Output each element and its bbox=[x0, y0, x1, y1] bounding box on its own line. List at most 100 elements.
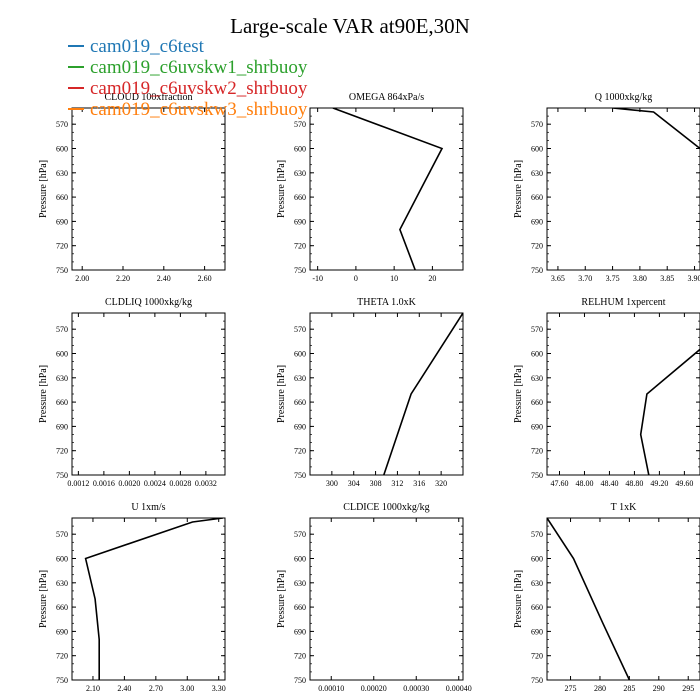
x-tick-label: 3.75 bbox=[606, 274, 620, 283]
x-tick-label: 3.70 bbox=[578, 274, 592, 283]
y-tick-label: 630 bbox=[56, 169, 68, 178]
y-tick-label: 630 bbox=[531, 579, 543, 588]
y-tick-label: 750 bbox=[56, 266, 68, 275]
x-tick-label: 49.60 bbox=[675, 479, 693, 488]
x-tick-label: 3.80 bbox=[633, 274, 647, 283]
legend-label: cam019_c6uvskw2_shrbuoy bbox=[90, 78, 308, 99]
y-axis-label: Pressure [hPa] bbox=[513, 365, 524, 423]
x-tick-label: 290 bbox=[653, 684, 665, 693]
x-tick-label: 0 bbox=[354, 274, 358, 283]
plot-frame bbox=[546, 312, 700, 476]
chart-panel-8: CLDICE 1000xkg/kg 570 600 630 660 690 720 750 0.… bbox=[276, 502, 472, 693]
x-tick-label: 320 bbox=[435, 479, 447, 488]
y-tick-label: 570 bbox=[294, 120, 306, 129]
x-tick-label: 295 bbox=[682, 684, 694, 693]
y-tick-label: 750 bbox=[56, 471, 68, 480]
legend-line-icon bbox=[68, 86, 84, 89]
legend-line-icon bbox=[68, 65, 84, 68]
y-tick-label: 750 bbox=[531, 676, 543, 685]
x-tick-label: 2.00 bbox=[75, 274, 89, 283]
y-axis-label: Pressure [hPa] bbox=[276, 160, 287, 218]
plot-frame bbox=[309, 517, 464, 681]
x-tick-label: 0.00010 bbox=[318, 684, 344, 693]
y-tick-label: 630 bbox=[531, 169, 543, 178]
x-tick-label: 0.00040 bbox=[446, 684, 472, 693]
y-tick-label: 600 bbox=[531, 145, 543, 154]
x-tick-label: 2.40 bbox=[117, 684, 131, 693]
y-tick-label: 750 bbox=[531, 266, 543, 275]
legend-label: cam019_c6uvskw3_shrbuoy bbox=[90, 99, 308, 120]
legend-label: cam019_c6uvskw1_shrbuoy bbox=[90, 57, 308, 78]
panel-title: OMEGA 864xPa/s bbox=[349, 92, 424, 103]
y-tick-label: 660 bbox=[56, 398, 68, 407]
x-tick-label: 2.60 bbox=[198, 274, 212, 283]
legend-item-2: cam019_c6uvskw1_shrbuoy bbox=[68, 57, 307, 78]
x-tick-label: 2.70 bbox=[149, 684, 163, 693]
y-tick-label: 720 bbox=[294, 447, 306, 456]
panel-title: RELHUM 1xpercent bbox=[581, 297, 665, 308]
x-tick-label: 49.20 bbox=[650, 479, 668, 488]
panel-title: CLDLIQ 1000xkg/kg bbox=[105, 297, 192, 308]
legend: cam019_c6test cam019_c6uvskw1_shrbuoy ca… bbox=[68, 36, 307, 120]
y-tick-label: 750 bbox=[56, 676, 68, 685]
y-tick-label: 750 bbox=[294, 676, 306, 685]
y-tick-label: 750 bbox=[294, 266, 306, 275]
y-axis-label: Pressure [hPa] bbox=[38, 160, 49, 218]
y-tick-label: 630 bbox=[294, 169, 306, 178]
panel-title: CLDICE 1000xkg/kg bbox=[343, 502, 429, 513]
series-line bbox=[84, 518, 224, 680]
y-tick-label: 690 bbox=[56, 627, 68, 636]
panel-title: T 1xK bbox=[611, 502, 637, 513]
y-tick-label: 660 bbox=[531, 193, 543, 202]
plot-frame bbox=[546, 107, 700, 271]
x-tick-label: 0.0012 bbox=[67, 479, 89, 488]
y-tick-label: 630 bbox=[531, 374, 543, 383]
y-tick-label: 720 bbox=[56, 447, 68, 456]
legend-line-icon bbox=[68, 44, 84, 47]
x-tick-label: -10 bbox=[312, 274, 323, 283]
y-axis-label: Pressure [hPa] bbox=[38, 570, 49, 628]
chart-panel-6: RELHUM 1xpercent 570 600 630 660 690 720 750 47.… bbox=[513, 297, 700, 488]
legend-label: cam019_c6test bbox=[90, 36, 204, 57]
x-tick-label: 3.00 bbox=[180, 684, 194, 693]
x-tick-label: 3.30 bbox=[212, 684, 226, 693]
y-tick-label: 690 bbox=[531, 422, 543, 431]
y-tick-label: 570 bbox=[56, 325, 68, 334]
x-tick-label: 316 bbox=[413, 479, 425, 488]
y-tick-label: 600 bbox=[294, 555, 306, 564]
series-line bbox=[332, 108, 444, 270]
x-tick-label: 48.00 bbox=[575, 479, 593, 488]
y-tick-label: 690 bbox=[294, 627, 306, 636]
chart-panel-5: THETA 1.0xK 570 600 630 660 690 720 750 300 304 30… bbox=[276, 297, 464, 488]
legend-item-1: cam019_c6test bbox=[68, 36, 307, 57]
y-tick-label: 570 bbox=[531, 530, 543, 539]
series-line bbox=[383, 313, 463, 475]
x-tick-label: 308 bbox=[370, 479, 382, 488]
y-tick-label: 600 bbox=[294, 350, 306, 359]
y-tick-label: 570 bbox=[531, 120, 543, 129]
series-line bbox=[547, 518, 631, 680]
x-tick-label: 312 bbox=[391, 479, 403, 488]
legend-item-4: cam019_c6uvskw3_shrbuoy bbox=[68, 99, 307, 120]
chart-panel-2: OMEGA 864xPa/s 570 600 630 660 690 720 750 -10 0 1… bbox=[276, 92, 464, 283]
x-tick-label: 304 bbox=[348, 479, 360, 488]
y-tick-label: 600 bbox=[294, 145, 306, 154]
x-tick-label: 300 bbox=[326, 479, 338, 488]
x-tick-label: 2.20 bbox=[116, 274, 130, 283]
y-tick-label: 660 bbox=[531, 398, 543, 407]
panel-title: THETA 1.0xK bbox=[357, 297, 416, 308]
plot-frame bbox=[309, 107, 464, 271]
y-tick-label: 720 bbox=[294, 242, 306, 251]
x-tick-label: 48.40 bbox=[600, 479, 618, 488]
x-tick-label: 280 bbox=[594, 684, 606, 693]
y-tick-label: 750 bbox=[531, 471, 543, 480]
y-tick-label: 720 bbox=[56, 652, 68, 661]
y-axis-label: Pressure [hPa] bbox=[276, 365, 287, 423]
y-tick-label: 660 bbox=[294, 603, 306, 612]
x-tick-label: 3.90 bbox=[688, 274, 700, 283]
y-tick-label: 570 bbox=[294, 325, 306, 334]
y-tick-label: 690 bbox=[531, 627, 543, 636]
y-tick-label: 600 bbox=[56, 555, 68, 564]
y-axis-label: Pressure [hPa] bbox=[276, 570, 287, 628]
plot-frame bbox=[309, 312, 464, 476]
